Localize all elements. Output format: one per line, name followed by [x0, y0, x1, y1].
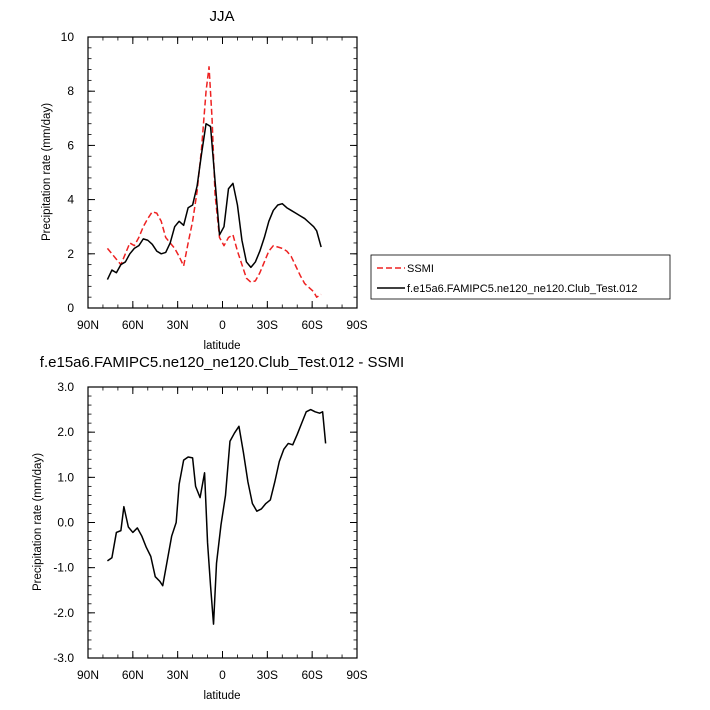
chart-bottom-plot-frame — [87, 386, 358, 659]
chart-bottom-x-tick-label: 90S — [346, 668, 367, 682]
chart-bottom-y-tick-label: -1.0 — [53, 561, 74, 575]
chart-bottom-y-tick-label: 3.0 — [57, 380, 74, 394]
chart-top-plot-frame — [87, 36, 358, 309]
chart-top-x-tick-label: 90N — [77, 318, 99, 332]
chart-bottom-x-tick-label: 60S — [301, 668, 322, 682]
chart-bottom-series-layer — [106, 408, 327, 625]
chart-bottom-panel: f.e15a6.FAMIPC5.ne120_ne120.Club_Test.01… — [32, 354, 404, 702]
chart-top-title: JJA — [209, 8, 234, 25]
chart-bottom-y-tick-label: 1.0 — [57, 470, 74, 484]
chart-top-x-tick-label: 0 — [219, 318, 226, 332]
chart-top-x-tick-label: 60N — [122, 318, 144, 332]
chart-top-y-axis-label: Precipitation rate (mm/day) — [41, 103, 53, 241]
chart-top-y-tick-label: 2 — [67, 247, 74, 261]
chart-bottom-x-tick-label: 60N — [122, 668, 144, 682]
legend-label-model: f.e15a6.FAMIPC5.ne120_ne120.Club_Test.01… — [407, 283, 638, 295]
chart-bottom-y-tick-label: 2.0 — [57, 425, 74, 439]
legend-label-ssmi: SSMI — [407, 263, 434, 275]
chart-top-y-tick-label: 6 — [67, 138, 74, 152]
chart-bottom-x-tick-label: 30N — [167, 668, 189, 682]
chart-bottom-series-line-f-e15a6-famipc5-ne120-ne120-club-test-012-ssmi — [106, 408, 327, 625]
chart-top-x-tick-label: 90S — [346, 318, 367, 332]
chart-bottom-x-tick-label: 0 — [219, 668, 226, 682]
chart-bottom-x-tick-label: 30S — [257, 668, 278, 682]
chart-top-x-axis-label: latitude — [203, 340, 240, 352]
chart-top-y-tick-label: 8 — [67, 84, 74, 98]
chart-top-series-line-ssmi — [106, 66, 322, 298]
chart-top-y-tick-label: 4 — [67, 193, 74, 207]
chart-bottom-x-axis-label: latitude — [203, 690, 240, 702]
chart-top-x-tick-label: 60S — [301, 318, 322, 332]
chart-top-y-tick-label: 0 — [67, 301, 74, 315]
chart-bottom-y-ticks: -3.0 -2.0 -1.0 0.0 1.0 2.0 3.0 — [53, 380, 357, 665]
chart-top-panel: JJA 90N 60N 30N 0 30S 60S 90S 0 2 4 6 8 10 latitude… — [41, 8, 671, 352]
chart-bottom-title: f.e15a6.FAMIPC5.ne120_ne120.Club_Test.01… — [40, 354, 404, 371]
chart-top-series-layer — [106, 66, 322, 298]
chart-bottom-y-tick-label: 0.0 — [57, 516, 74, 530]
chart-top-x-ticks: 90N 60N 30N 0 30S 60S 90S — [77, 37, 368, 332]
chart-bottom-x-tick-label: 90N — [77, 668, 99, 682]
chart-top-x-tick-label: 30S — [257, 318, 278, 332]
chart-bottom-y-axis-label: Precipitation rate (mm/day) — [32, 453, 44, 591]
chart-top-y-ticks: 0 2 4 6 8 10 — [61, 30, 357, 315]
chart-bottom-x-ticks: 90N 60N 30N 0 30S 60S 90S — [77, 387, 368, 682]
chart-top-series-line-f-e15a6-famipc5-ne120-ne120-club-test-012 — [106, 122, 322, 280]
chart-bottom-y-tick-label: -3.0 — [53, 651, 74, 665]
chart-top-y-tick-label: 10 — [61, 30, 75, 44]
chart-top-legend: SSMI f.e15a6.FAMIPC5.ne120_ne120.Club_Te… — [370, 254, 671, 300]
legend-box — [370, 254, 671, 300]
chart-bottom-y-tick-label: -2.0 — [53, 606, 74, 620]
chart-top-x-tick-label: 30N — [167, 318, 189, 332]
